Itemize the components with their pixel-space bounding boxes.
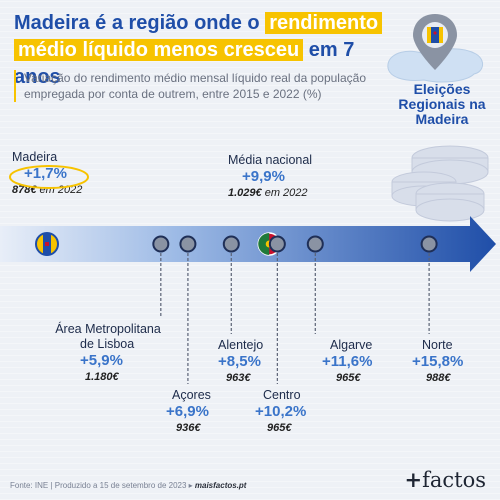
brand-logo: +factos: [404, 467, 486, 492]
source-text: Fonte: INE | Produzido a 15 de setembro …: [10, 481, 193, 490]
label-algarve: Algarve +11,6% 965€: [322, 338, 372, 385]
badge-line-3: Madeira: [415, 111, 469, 127]
income-amount: 1.180€: [85, 371, 119, 383]
income-amount: 965€: [336, 372, 361, 384]
city-name: Centro: [263, 388, 301, 402]
page-subtitle: Variação do rendimento médio mensal líqu…: [14, 70, 404, 102]
timeline-arrow: [0, 216, 496, 272]
marker-a-ores: [179, 235, 197, 253]
label-centro: Centro +10,2% 965€: [255, 388, 306, 435]
pct-value: +15,8%: [412, 353, 464, 370]
income-amount: 965€: [267, 422, 292, 434]
marker-centro: [268, 235, 286, 253]
coins-icon: [391, 145, 489, 222]
title-highlight-1: rendimento: [265, 12, 383, 34]
source-footer: Fonte: INE | Produzido a 15 de setembro …: [10, 481, 246, 490]
city-name: Algarve: [330, 338, 373, 352]
page-title: Madeira é a região onde o rendimento méd…: [14, 10, 394, 91]
income-value: 1.029€ em 2022: [228, 186, 312, 200]
income-amount: 1.029€: [228, 187, 262, 199]
city-name: Madeira: [12, 150, 58, 164]
logo-plus: +: [404, 467, 423, 492]
madeira-map-icon: [387, 14, 483, 83]
income-amount: 936€: [176, 422, 201, 434]
label-aml: Área Metropolitana de Lisboa +5,9% 1.180…: [54, 322, 162, 384]
title-highlight-2: médio líquido menos cresceu: [14, 39, 304, 61]
elections-badge-label: Eleições Regionais na Madeira: [394, 82, 490, 127]
city-name: Norte: [422, 338, 453, 352]
pct-value: +5,9%: [80, 352, 123, 369]
marker-algarve: [306, 235, 324, 253]
label-alentejo: Alentejo +8,5% 963€: [218, 338, 263, 385]
pct-value: +8,5%: [218, 353, 261, 370]
badge-line-2: Regionais na: [398, 96, 486, 112]
pct-value: +10,2%: [255, 403, 307, 420]
location-pin-icon: [413, 14, 457, 70]
pct-value: +6,9%: [166, 403, 209, 420]
pct-value: +11,6%: [322, 353, 373, 370]
data-markers: [35, 232, 438, 256]
marker-norte: [420, 235, 438, 253]
income-suffix: em 2022: [264, 187, 308, 199]
city-name: Média nacional: [228, 153, 313, 167]
badge-line-1: Eleições: [413, 81, 471, 97]
city-name: Açores: [172, 388, 211, 402]
logo-text: factos: [422, 468, 486, 492]
label-norte: Norte +15,8% 988€: [412, 338, 463, 385]
city-name-line1: Área Metropolitana: [55, 322, 161, 336]
label-acores: Açores +6,9% 936€: [166, 388, 211, 435]
marker-madeira: [35, 232, 59, 256]
marker-alentejo: [222, 235, 240, 253]
label-media-nacional: Média nacional +9,9% 1.029€ em 2022: [228, 153, 312, 200]
site-link[interactable]: maisfactos.pt: [194, 481, 247, 490]
title-part-1: Madeira é a região onde o: [14, 12, 260, 34]
city-name: Alentejo: [218, 338, 264, 352]
city-name-line2: de Lisboa: [80, 337, 135, 351]
title-part-2: em 7 anos: [14, 39, 355, 88]
marker--rea-metropolitana-de-lisboa: [152, 235, 170, 253]
pct-value: +9,9%: [242, 168, 285, 185]
income-amount: 963€: [226, 372, 251, 384]
highlight-ring: [9, 165, 89, 189]
income-amount: 988€: [426, 372, 451, 384]
label-madeira: Madeira +1,7% 878€ em 2022: [9, 150, 89, 197]
pct-value: +1,7%: [24, 165, 67, 182]
connector-lines: [160, 253, 430, 384]
